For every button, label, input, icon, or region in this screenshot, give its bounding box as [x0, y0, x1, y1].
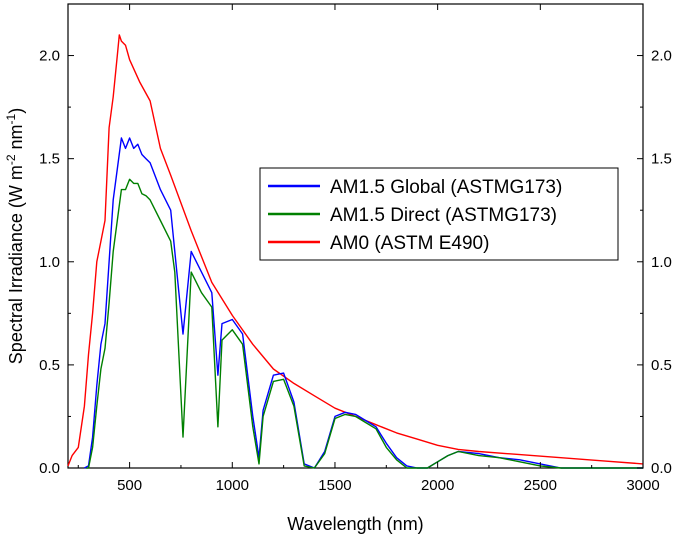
y-tick-label: 0.0	[39, 460, 60, 477]
y-tick-label: 0.5	[39, 357, 60, 374]
y-tick-label-right: 0.0	[651, 460, 672, 477]
x-tick-label: 1000	[216, 477, 249, 494]
series-layer	[67, 34, 644, 469]
legend-label-direct: AM1.5 Direct (ASTMG173)	[330, 205, 557, 226]
y-axis-title: Spectral Irradiance (W m-2 nm-1)	[4, 108, 26, 364]
x-tick-label: 500	[117, 477, 142, 494]
y-axis-title-main: Spectral Irradiance (W m	[6, 165, 26, 364]
legend-box	[259, 167, 619, 261]
y-tick-label-right: 1.0	[651, 254, 672, 271]
y-axis-title-sup2: -1	[4, 113, 18, 124]
series-am0-line	[67, 34, 644, 467]
y-tick-label-right: 2.0	[651, 48, 672, 65]
y-tick-label: 1.0	[39, 254, 60, 271]
legend-label-global: AM1.5 Global (ASTMG173)	[330, 177, 562, 198]
x-tick-label: 2500	[524, 477, 557, 494]
legend-label-am0: AM0 (ASTM E490)	[330, 233, 489, 254]
y-axis-title-sup1: -2	[4, 154, 18, 165]
y-tick-label-right: 1.5	[651, 151, 672, 168]
legend: AM1.5 Global (ASTMG173) AM1.5 Direct (AS…	[259, 167, 619, 261]
x-tick-label: 1500	[318, 477, 351, 494]
y-tick-label-right: 0.5	[651, 357, 672, 374]
x-tick-label: 3000	[626, 477, 659, 494]
x-tick-label: 2000	[421, 477, 454, 494]
y-axis-title-mid: nm	[6, 124, 26, 154]
series-am15-direct-line	[86, 178, 643, 469]
plot-frame	[67, 3, 644, 469]
y-axis-title-end: )	[6, 108, 26, 114]
y-tick-label: 1.5	[39, 151, 60, 168]
x-axis-title: Wavelength (nm)	[287, 514, 423, 534]
y-tick-label: 2.0	[39, 48, 60, 65]
